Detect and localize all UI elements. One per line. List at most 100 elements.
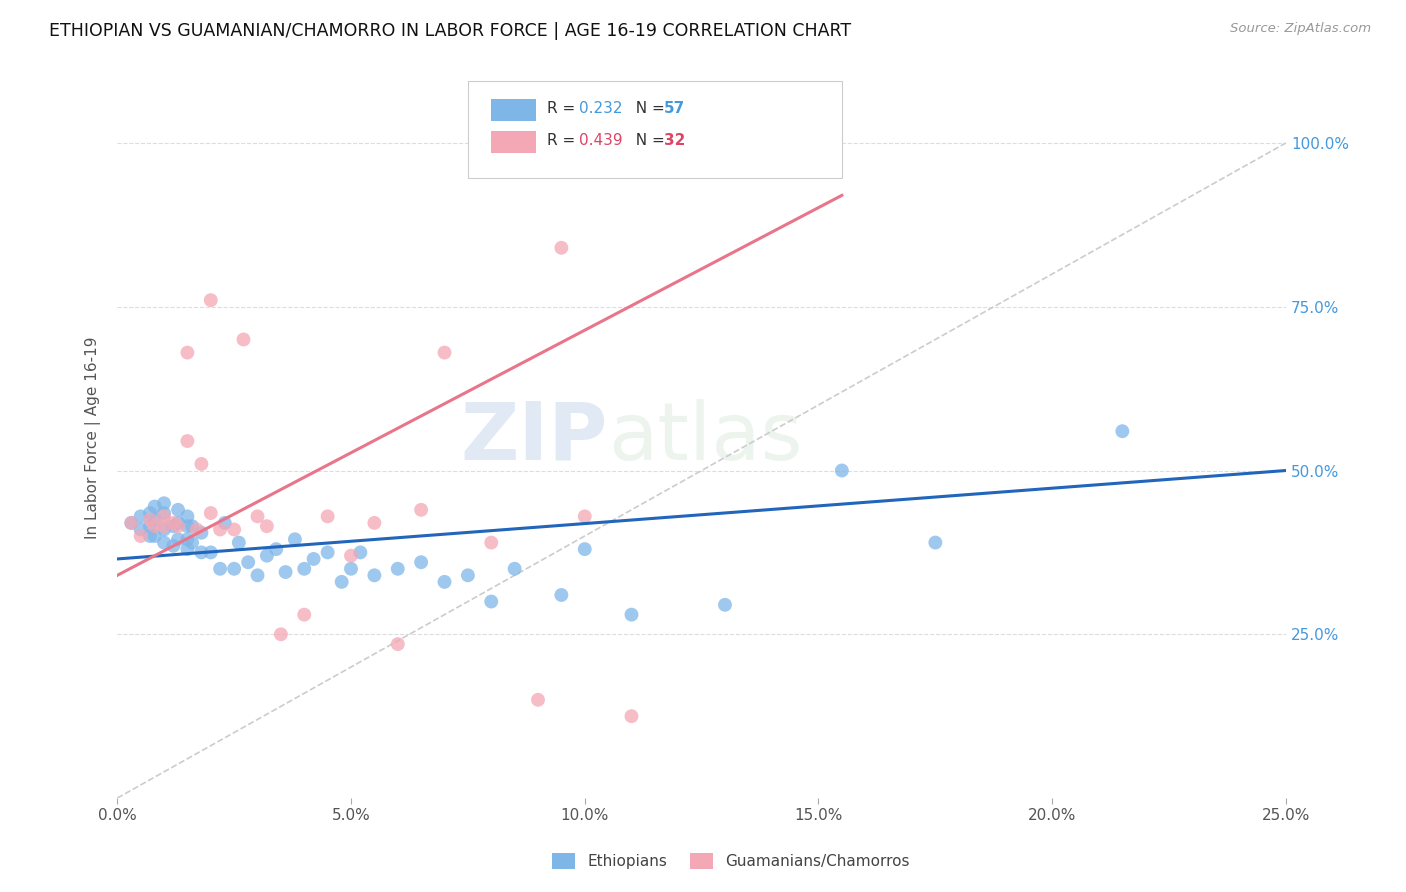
- Point: [129, 529, 152, 543]
- Text: 0.232: 0.232: [579, 101, 623, 116]
- Point: [924, 535, 946, 549]
- Point: [143, 519, 166, 533]
- Point: [153, 523, 176, 537]
- Point: [176, 533, 198, 547]
- Point: [550, 588, 572, 602]
- Point: [363, 516, 385, 530]
- Point: [256, 549, 278, 563]
- Point: [433, 345, 456, 359]
- Point: [316, 545, 339, 559]
- Point: [153, 506, 176, 520]
- Point: [292, 562, 315, 576]
- Point: [143, 500, 166, 514]
- Legend: Ethiopians, Guamanians/Chamorros: Ethiopians, Guamanians/Chamorros: [546, 847, 917, 875]
- Point: [209, 562, 232, 576]
- Text: N =: N =: [626, 101, 669, 116]
- Point: [316, 509, 339, 524]
- Point: [139, 529, 162, 543]
- Point: [387, 562, 409, 576]
- Point: [302, 552, 325, 566]
- Point: [176, 434, 198, 448]
- Point: [162, 516, 184, 530]
- Point: [181, 519, 204, 533]
- Point: [411, 503, 433, 517]
- Point: [479, 535, 502, 549]
- Point: [120, 516, 142, 530]
- Point: [120, 516, 142, 530]
- Point: [411, 555, 433, 569]
- Text: atlas: atlas: [609, 399, 803, 476]
- Text: ETHIOPIAN VS GUAMANIAN/CHAMORRO IN LABOR FORCE | AGE 16-19 CORRELATION CHART: ETHIOPIAN VS GUAMANIAN/CHAMORRO IN LABOR…: [49, 22, 852, 40]
- Point: [224, 523, 246, 537]
- Point: [363, 568, 385, 582]
- Point: [129, 509, 152, 524]
- Point: [153, 496, 176, 510]
- Point: [153, 519, 176, 533]
- Point: [167, 533, 190, 547]
- Point: [167, 519, 190, 533]
- Text: 57: 57: [664, 101, 686, 116]
- Text: ZIP: ZIP: [461, 399, 609, 476]
- Point: [433, 574, 456, 589]
- Point: [139, 506, 162, 520]
- Point: [714, 598, 737, 612]
- FancyBboxPatch shape: [491, 99, 536, 120]
- Point: [162, 519, 184, 533]
- Point: [503, 562, 526, 576]
- Point: [292, 607, 315, 622]
- Text: R =: R =: [547, 134, 581, 148]
- Point: [550, 241, 572, 255]
- Point: [190, 525, 212, 540]
- Point: [167, 503, 190, 517]
- Point: [153, 509, 176, 524]
- Point: [153, 535, 176, 549]
- Point: [831, 463, 853, 477]
- Y-axis label: In Labor Force | Age 16-19: In Labor Force | Age 16-19: [86, 336, 101, 539]
- Point: [256, 519, 278, 533]
- Text: R =: R =: [547, 101, 581, 116]
- Point: [143, 513, 166, 527]
- Point: [340, 562, 363, 576]
- Point: [340, 549, 363, 563]
- Point: [479, 594, 502, 608]
- Point: [214, 516, 236, 530]
- Point: [228, 535, 250, 549]
- Point: [139, 519, 162, 533]
- Point: [190, 457, 212, 471]
- Text: 0.439: 0.439: [579, 134, 623, 148]
- Text: Source: ZipAtlas.com: Source: ZipAtlas.com: [1230, 22, 1371, 36]
- Point: [129, 523, 152, 537]
- Point: [209, 523, 232, 537]
- Point: [1111, 424, 1133, 438]
- Point: [270, 627, 292, 641]
- Point: [246, 509, 269, 524]
- Point: [284, 533, 307, 547]
- Point: [162, 539, 184, 553]
- Point: [176, 519, 198, 533]
- Point: [238, 555, 260, 569]
- Point: [330, 574, 353, 589]
- Point: [574, 542, 596, 557]
- Point: [457, 568, 479, 582]
- FancyBboxPatch shape: [468, 81, 842, 178]
- Point: [574, 509, 596, 524]
- Text: N =: N =: [626, 134, 669, 148]
- Point: [387, 637, 409, 651]
- Point: [186, 523, 208, 537]
- Point: [349, 545, 371, 559]
- Point: [200, 293, 222, 308]
- Point: [176, 345, 198, 359]
- Point: [232, 333, 254, 347]
- FancyBboxPatch shape: [491, 131, 536, 153]
- Point: [176, 509, 198, 524]
- Point: [274, 565, 297, 579]
- Point: [246, 568, 269, 582]
- Point: [200, 545, 222, 559]
- Point: [527, 693, 550, 707]
- Text: 32: 32: [664, 134, 686, 148]
- Point: [176, 542, 198, 557]
- Point: [620, 709, 643, 723]
- Point: [200, 506, 222, 520]
- Point: [139, 513, 162, 527]
- Point: [620, 607, 643, 622]
